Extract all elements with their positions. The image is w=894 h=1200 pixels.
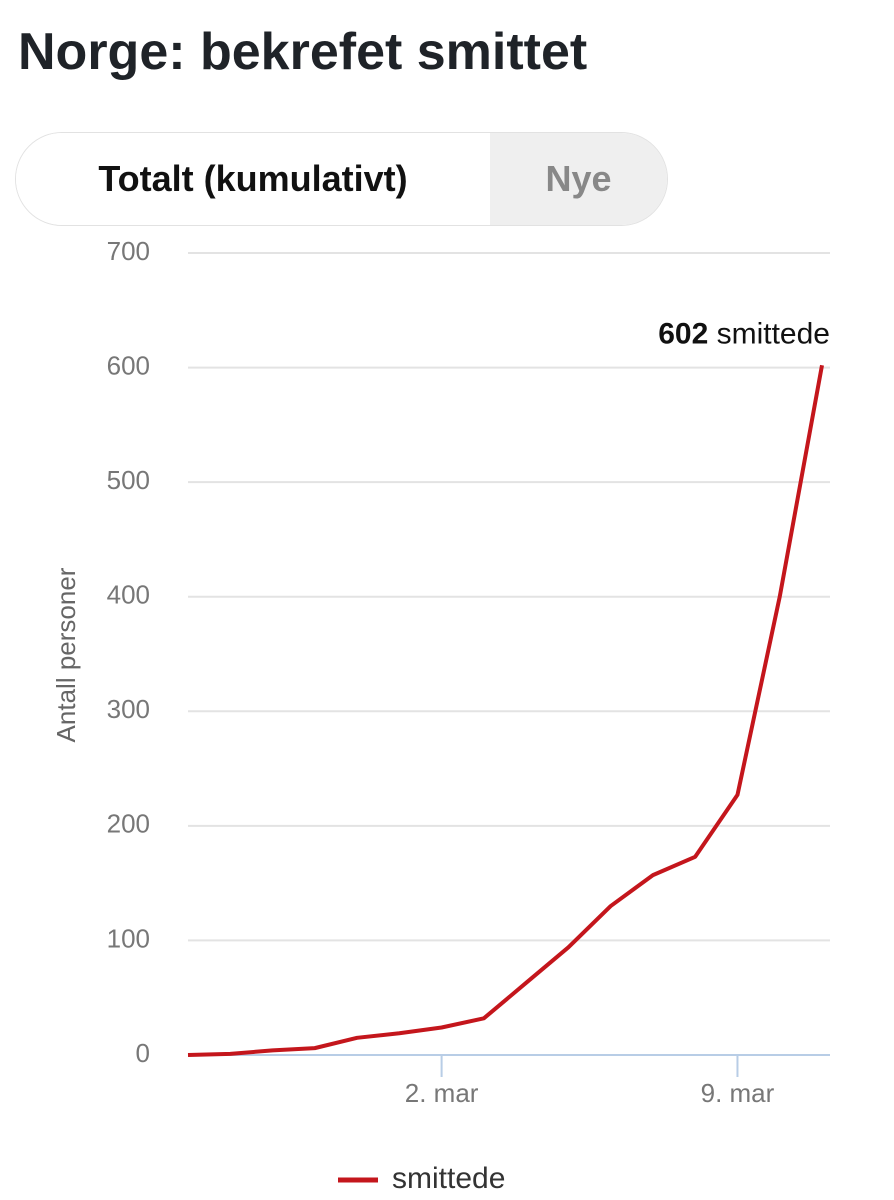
tab[interactable]: Totalt (kumulativt)	[16, 133, 490, 225]
page-title: Norge: bekrefet smittet	[18, 23, 588, 81]
y-tick-label: 200	[107, 809, 150, 839]
y-tick-label: 300	[107, 694, 150, 724]
legend-label: smittede	[392, 1162, 505, 1195]
y-tick-label: 100	[107, 923, 150, 953]
x-tick-label: 2. mar	[405, 1078, 479, 1108]
y-tick-label: 0	[136, 1038, 150, 1068]
tab-switch: Totalt (kumulativt) Nye	[15, 132, 668, 226]
data-line	[187, 364, 824, 1057]
tab[interactable]: Nye	[490, 133, 667, 225]
y-axis-label: Antall personer	[51, 567, 81, 742]
y-tick-label: 600	[107, 350, 150, 380]
x-tick-label: 9. mar	[701, 1078, 775, 1108]
y-tick-label: 400	[107, 580, 150, 610]
annotation-value: 602	[658, 317, 708, 350]
annotation-label: smittede	[717, 317, 830, 350]
annotation: 602 smittede	[658, 317, 830, 350]
y-tick-label: 500	[107, 465, 150, 495]
y-tick-label: 700	[107, 236, 150, 266]
